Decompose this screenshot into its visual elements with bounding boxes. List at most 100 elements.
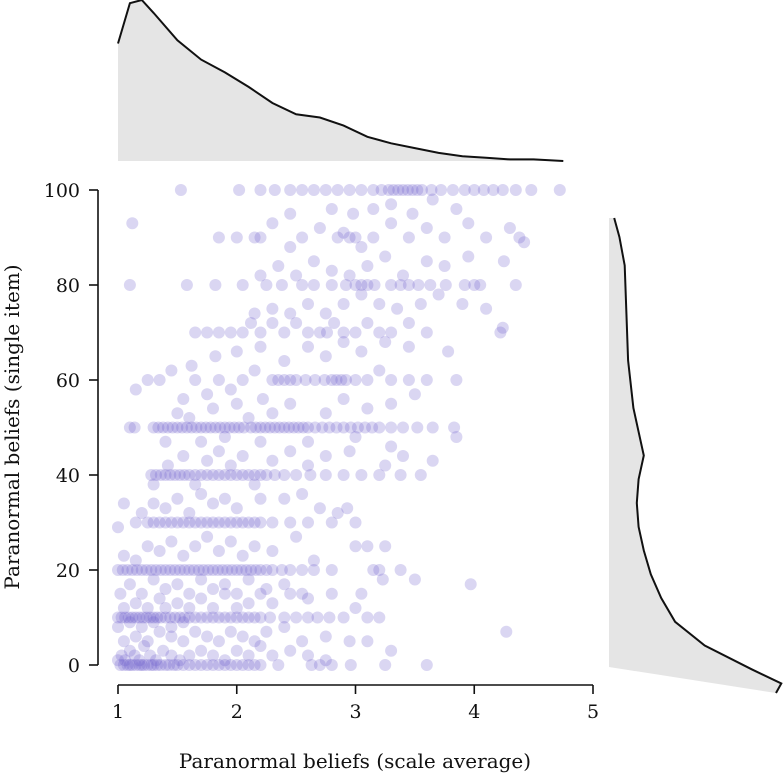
data-point (159, 602, 172, 614)
data-point (117, 635, 130, 648)
data-point (319, 307, 332, 320)
x-tick-label: 4 (468, 701, 480, 723)
data-point (260, 279, 273, 291)
data-point (385, 421, 398, 434)
data-point (236, 549, 249, 562)
data-point (355, 184, 368, 196)
data-point (135, 564, 148, 576)
data-point (302, 649, 314, 662)
data-point (331, 184, 344, 196)
data-point (435, 184, 447, 196)
data-point (355, 241, 368, 253)
data-point (343, 269, 356, 282)
data-point (367, 184, 380, 196)
data-point (367, 203, 380, 215)
data-point (273, 421, 286, 434)
data-point (147, 611, 160, 624)
data-point (402, 279, 415, 291)
data-point (183, 564, 196, 576)
data-point (195, 488, 208, 500)
data-point (425, 184, 438, 196)
data-point (319, 630, 332, 643)
data-point (347, 207, 360, 220)
data-point (411, 184, 424, 196)
data-point (242, 469, 255, 481)
data-point (230, 587, 243, 600)
data-point (368, 279, 381, 291)
data-point (237, 421, 250, 434)
data-point (133, 654, 146, 667)
data-point (157, 421, 170, 434)
data-point (147, 573, 160, 586)
data-point (325, 659, 338, 671)
data-point (129, 554, 142, 567)
data-point (183, 469, 196, 481)
data-point (302, 340, 314, 353)
data-point (264, 611, 276, 624)
data-point (183, 412, 196, 424)
data-point (128, 421, 141, 434)
data-point (112, 564, 124, 576)
data-point (177, 659, 190, 671)
data-point (309, 374, 322, 386)
data-point (254, 587, 267, 600)
data-point (397, 269, 409, 282)
data-point (214, 421, 227, 434)
data-point (230, 397, 243, 410)
data-point (249, 564, 262, 576)
data-point (164, 469, 177, 481)
data-point (116, 564, 129, 576)
data-point (361, 635, 374, 648)
data-point (144, 611, 157, 624)
data-point (201, 454, 214, 467)
data-point (209, 421, 222, 434)
data-point (411, 421, 424, 434)
data-point (319, 407, 332, 420)
data-point (302, 326, 314, 339)
data-point (153, 374, 166, 386)
data-point (337, 336, 350, 348)
data-point (151, 611, 164, 624)
data-point (248, 516, 261, 529)
data-point (309, 421, 322, 434)
data-point (496, 321, 509, 334)
data-point (207, 402, 219, 415)
data-point (173, 654, 186, 667)
data-point (373, 326, 386, 339)
data-point (401, 184, 414, 196)
data-point (325, 516, 338, 529)
data-point (406, 184, 419, 196)
data-point (376, 573, 389, 586)
data-point (325, 203, 338, 215)
data-point (287, 421, 300, 434)
data-point (325, 264, 338, 277)
data-point (307, 554, 320, 567)
data-point (164, 611, 177, 624)
data-point (123, 279, 136, 291)
data-point (254, 231, 267, 244)
data-point (379, 459, 392, 472)
x-tick-label: 2 (231, 701, 243, 723)
data-point (141, 516, 154, 529)
data-point (152, 421, 165, 434)
data-point (266, 597, 279, 610)
data-point (159, 564, 172, 576)
data-point (192, 564, 205, 576)
data-point (361, 279, 374, 291)
data-point (284, 644, 297, 657)
data-point (290, 611, 303, 624)
data-point (341, 502, 354, 515)
data-point (272, 659, 285, 671)
data-point (284, 207, 297, 220)
data-point (126, 659, 139, 671)
data-point (147, 616, 160, 629)
data-point (406, 207, 419, 220)
data-point (159, 435, 172, 448)
data-point (480, 231, 493, 244)
data-point (204, 421, 217, 434)
data-point (242, 649, 255, 662)
data-point (359, 421, 371, 434)
data-point (268, 184, 281, 196)
data-point (147, 497, 160, 510)
data-point (420, 222, 433, 234)
